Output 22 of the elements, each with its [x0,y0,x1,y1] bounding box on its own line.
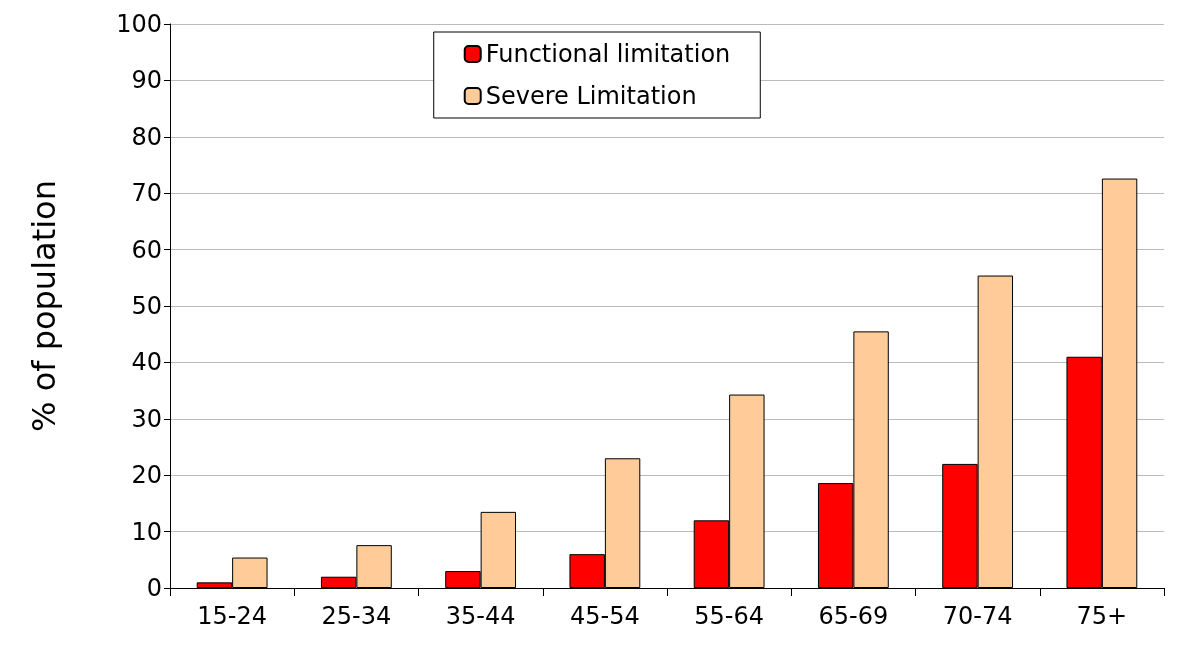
x-tick-label: 75+ [1076,602,1128,630]
y-tick-label: 0 [146,574,162,602]
y-tick-label: 20 [131,461,162,490]
x-tick-label: 45-54 [570,602,640,630]
x-tick-label: 15-24 [197,602,267,630]
y-tick-label: 90 [131,66,162,95]
x-tick-label: 35-44 [445,602,516,630]
x-tick-label: 70-74 [942,602,1013,630]
x-tick-label: 65-69 [818,602,889,630]
y-tick-label: 70 [131,179,162,208]
y-tick-label: 100 [116,10,162,38]
y-tick-label: 50 [131,292,162,320]
y-tick-label: 10 [131,517,162,546]
y-tick-label: 40 [131,348,162,377]
y-tick-label: 60 [131,235,162,264]
x-tick-label: 55-64 [694,602,764,630]
y-tick-label: 30 [131,404,162,433]
y-axis-title: % of population [25,180,63,432]
x-tick-label: 25-34 [321,602,392,630]
y-tick-label: 80 [131,122,162,151]
legend-label: Functional limitation [485,40,731,68]
legend-label: Severe Limitation [485,82,697,110]
